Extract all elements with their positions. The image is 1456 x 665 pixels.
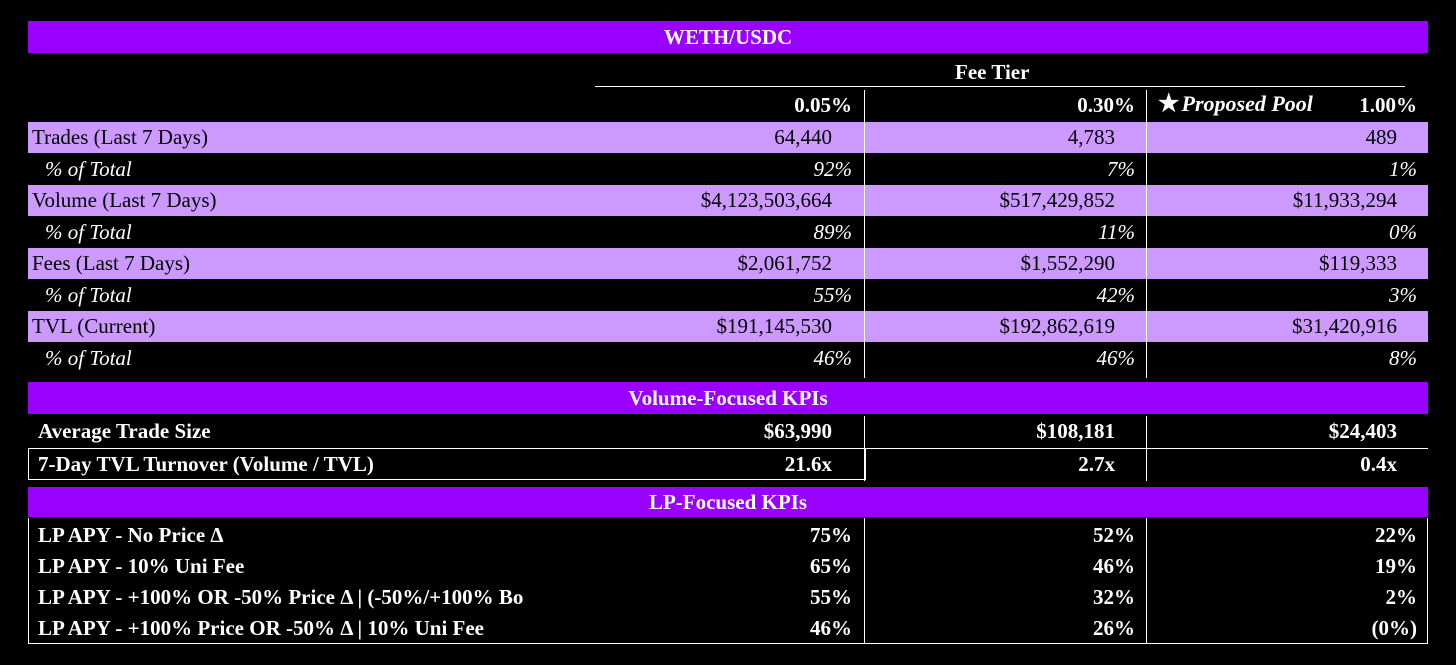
lp-kpis-box bbox=[28, 518, 1428, 644]
pct-cell: 46% bbox=[1096, 346, 1136, 370]
pct-cell: 42% bbox=[1096, 283, 1136, 307]
column-divider bbox=[1146, 122, 1147, 342]
kpi-label: LP APY - No Price Δ bbox=[38, 522, 224, 547]
pct-cell: 89% bbox=[813, 220, 853, 244]
pct-cell: 46% bbox=[813, 346, 853, 370]
turnover-row-box bbox=[28, 449, 866, 480]
table-row-volume bbox=[28, 185, 1428, 216]
value-cell: $119,333 bbox=[1319, 251, 1397, 275]
fee-tier-underline bbox=[595, 86, 1405, 87]
kpi-label: LP APY - 10% Uni Fee bbox=[38, 553, 245, 578]
column-header-0-30: 0.30% bbox=[1077, 92, 1135, 117]
kpi-label: LP APY - +100% OR -50% Price Δ | (-50%/+… bbox=[38, 584, 524, 609]
table-title: WETH/USDC bbox=[28, 21, 1428, 53]
pct-label: % of Total bbox=[45, 283, 132, 307]
column-divider bbox=[864, 122, 865, 342]
kpi-value: $24,403 bbox=[1328, 419, 1397, 443]
pct-cell: 11% bbox=[1098, 220, 1135, 244]
kpi-value: 65% bbox=[810, 553, 852, 578]
value-cell: $11,933,294 bbox=[1292, 188, 1397, 212]
kpi-label: LP APY - +100% Price OR -50% Δ | 10% Uni… bbox=[38, 615, 485, 640]
kpi-value: 55% bbox=[810, 584, 852, 609]
column-divider bbox=[1146, 518, 1147, 644]
value-cell: 489 bbox=[1365, 125, 1398, 149]
column-header-1-00: 1.00% bbox=[1359, 92, 1417, 117]
pct-label: % of Total bbox=[45, 346, 132, 370]
pct-cell: 55% bbox=[813, 283, 853, 307]
row-divider bbox=[28, 448, 1428, 449]
table-row-fees bbox=[28, 248, 1428, 279]
kpi-value: $108,181 bbox=[1036, 419, 1115, 443]
value-cell: $1,552,290 bbox=[1020, 251, 1116, 275]
pct-cell: 1% bbox=[1389, 157, 1417, 181]
star-icon: ★ bbox=[1158, 91, 1180, 117]
value-cell: $2,061,752 bbox=[737, 251, 833, 275]
kpi-value: 21.6x bbox=[784, 452, 832, 476]
kpi-value: 75% bbox=[810, 522, 852, 547]
proposed-pool-label: Proposed Pool bbox=[1181, 91, 1313, 116]
pct-cell: 7% bbox=[1107, 157, 1135, 181]
kpi-value: 2% bbox=[1385, 584, 1418, 609]
pct-label: % of Total bbox=[45, 220, 132, 244]
fee-tier-header: Fee Tier bbox=[955, 59, 1030, 84]
value-cell: $4,123,503,664 bbox=[700, 188, 832, 212]
pct-cell: 92% bbox=[813, 157, 853, 181]
table-row-tvl bbox=[28, 311, 1428, 342]
kpi-value: 52% bbox=[1093, 522, 1135, 547]
pct-cell: 0% bbox=[1389, 220, 1417, 244]
kpi-value: 26% bbox=[1093, 615, 1135, 640]
row-label: Trades (Last 7 Days) bbox=[32, 125, 208, 149]
row-label: Volume (Last 7 Days) bbox=[32, 188, 217, 212]
volume-kpis-banner: Volume-Focused KPIs bbox=[28, 382, 1428, 414]
kpi-value: 46% bbox=[810, 615, 852, 640]
column-divider bbox=[1146, 416, 1147, 481]
pct-cell: 3% bbox=[1389, 283, 1417, 307]
kpi-label: 7-Day TVL Turnover (Volume / TVL) bbox=[38, 452, 374, 476]
lp-kpis-banner: LP-Focused KPIs bbox=[28, 487, 1428, 517]
kpi-value: 2.7x bbox=[1078, 452, 1115, 476]
proposed-pool-header: ★ Proposed Pool bbox=[1158, 90, 1313, 118]
value-cell: $517,429,852 bbox=[999, 188, 1116, 212]
row-label: TVL (Current) bbox=[32, 314, 156, 338]
value-cell: 64,440 bbox=[774, 125, 832, 149]
kpi-value: 0.4x bbox=[1360, 452, 1397, 476]
row-label: Fees (Last 7 Days) bbox=[32, 251, 191, 275]
column-divider bbox=[864, 416, 865, 481]
column-divider bbox=[864, 518, 865, 644]
kpi-value: 22% bbox=[1375, 522, 1417, 547]
kpi-label: Average Trade Size bbox=[38, 419, 211, 443]
table-row-trades bbox=[28, 122, 1428, 153]
kpi-value: $63,990 bbox=[763, 419, 832, 443]
pct-cell: 8% bbox=[1389, 346, 1417, 370]
kpi-value: 46% bbox=[1093, 553, 1135, 578]
kpi-value: (0%) bbox=[1371, 615, 1418, 640]
value-cell: $191,145,530 bbox=[716, 314, 833, 338]
kpi-value: 32% bbox=[1093, 584, 1135, 609]
value-cell: $31,420,916 bbox=[1292, 314, 1397, 338]
column-header-0-05: 0.05% bbox=[794, 92, 852, 117]
value-cell: 4,783 bbox=[1067, 125, 1115, 149]
value-cell: $192,862,619 bbox=[999, 314, 1116, 338]
pct-label: % of Total bbox=[45, 157, 132, 181]
kpi-value: 19% bbox=[1375, 553, 1417, 578]
